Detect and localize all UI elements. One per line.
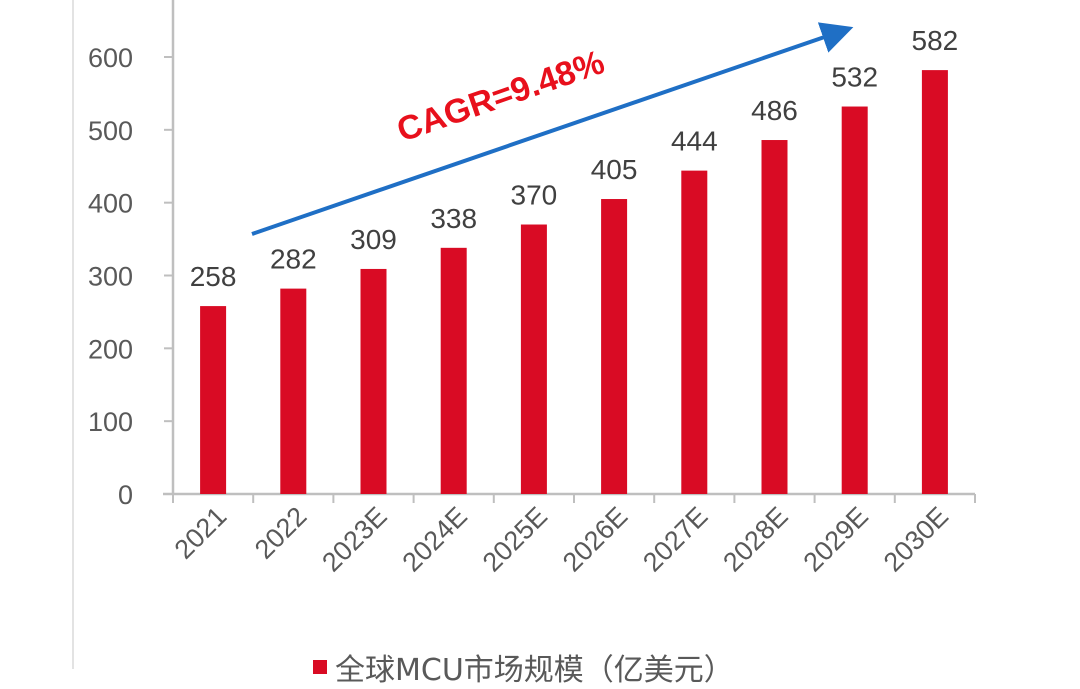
bar-value-label: 309: [350, 224, 397, 255]
x-tick-label: 2028E: [717, 501, 793, 577]
bar-value-label: 370: [511, 180, 558, 211]
x-tick-label: 2021: [169, 501, 233, 565]
bar-value-label: 405: [591, 154, 638, 185]
bar-value-label: 258: [190, 261, 237, 292]
x-tick-label: 2027E: [637, 501, 713, 577]
cagr-label: CAGR=9.48%: [392, 43, 609, 149]
y-axis: 0 100 200 300 400 500 600: [88, 0, 175, 510]
legend-label: 全球MCU市场规模（亿美元）: [335, 653, 734, 688]
bar: [841, 106, 868, 494]
x-tick-label: 2022: [249, 501, 313, 565]
y-tick-label: 0: [118, 480, 133, 510]
x-tick-label: 2025E: [477, 501, 553, 577]
x-tick-label: 2029E: [798, 501, 874, 577]
x-tick-label: 2026E: [557, 501, 633, 577]
y-tick-label: 200: [88, 334, 133, 364]
bar: [520, 224, 547, 494]
y-tick-label: 500: [88, 116, 133, 146]
y-tick-label: 100: [88, 407, 133, 437]
bar: [681, 170, 708, 494]
trend-arrow-icon: [251, 22, 854, 236]
y-tick-label: 400: [88, 189, 133, 219]
bar-value-label: 282: [270, 244, 317, 275]
legend: 全球MCU市场规模（亿美元）: [313, 645, 734, 689]
bar: [761, 140, 788, 494]
x-tick-label: 2024E: [397, 501, 473, 577]
legend-swatch: [313, 660, 327, 674]
bar: [921, 70, 948, 495]
y-tick-label: 300: [88, 262, 133, 292]
bar: [360, 268, 387, 494]
bar: [200, 306, 227, 494]
y-tick-label: 600: [88, 43, 133, 73]
bar-value-label: 444: [671, 126, 718, 157]
bar-value-label: 486: [751, 95, 798, 126]
x-axis: 2021 2022 2023E 2024E 2025E 2026E 2027E 2028E 20…: [163, 492, 976, 577]
x-tick-label: 2030E: [878, 501, 954, 577]
bar: [280, 288, 307, 494]
bar: [440, 247, 467, 494]
data-labels: 258 282 309 338 370 405 444 486 532 582: [190, 25, 959, 292]
bar-value-label: 532: [831, 62, 878, 93]
bar-series: [200, 70, 948, 495]
bar-value-label: 338: [430, 203, 477, 234]
bar-value-label: 582: [912, 25, 959, 56]
x-tick-label: 2023E: [316, 501, 392, 577]
bar: [601, 199, 628, 494]
